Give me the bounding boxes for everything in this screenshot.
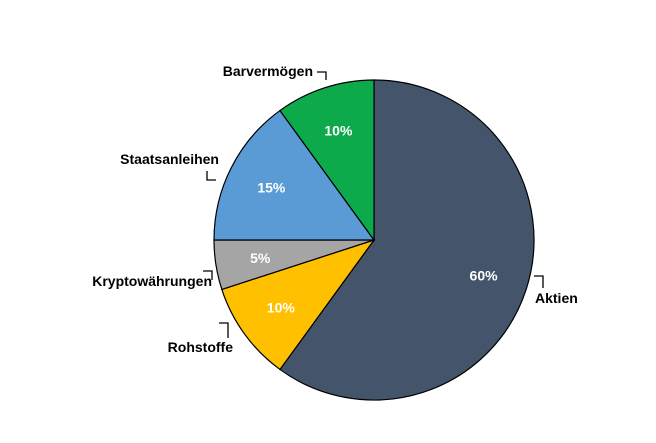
leader-lines [203,71,544,338]
category-label-barvermögen: Barvermögen [223,63,313,79]
pie-slice-rohstoffe [221,238,376,371]
leader-line-barvermögen [317,71,327,80]
percentage-label-aktien: 60% [470,268,499,284]
leader-line-rohstoffe [219,322,229,338]
leader-line-aktien [534,275,544,288]
category-label-rohstoffe: Rohstoffe [168,339,234,355]
category-label-aktien: Aktien [535,290,578,306]
category-label-kryptowährungen: Kryptowährungen [92,273,212,289]
percentage-label-staatsanleihen: 15% [257,180,286,196]
percentage-label-rohstoffe: 10% [267,300,296,316]
category-label-staatsanleihen: Staatsanleihen [120,151,219,167]
percentage-labels: 60% 10% 5% 15% 10% [250,122,498,315]
percentage-label-kryptowährungen: 5% [250,250,271,266]
leader-line-kryptowährungen [203,270,213,280]
leader-line-staatsanleihen [206,171,216,181]
pie-slice-barvermögen [279,79,375,242]
pie-slice-aktien [279,79,535,401]
pie-slice-staatsanleihen [213,109,376,241]
slices-layer [213,79,535,401]
percentage-label-barvermögen: 10% [324,122,353,138]
category-labels: Aktien Rohstoffe Kryptowährungen Staatsanle… [92,63,578,355]
